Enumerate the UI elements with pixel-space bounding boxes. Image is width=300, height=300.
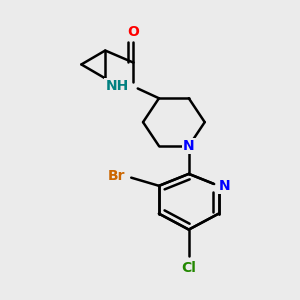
Text: Br: Br xyxy=(108,169,125,183)
Text: NH: NH xyxy=(106,79,129,93)
Text: O: O xyxy=(127,25,139,39)
Text: Cl: Cl xyxy=(182,261,196,275)
Text: N: N xyxy=(219,179,230,193)
Text: N: N xyxy=(183,139,195,153)
